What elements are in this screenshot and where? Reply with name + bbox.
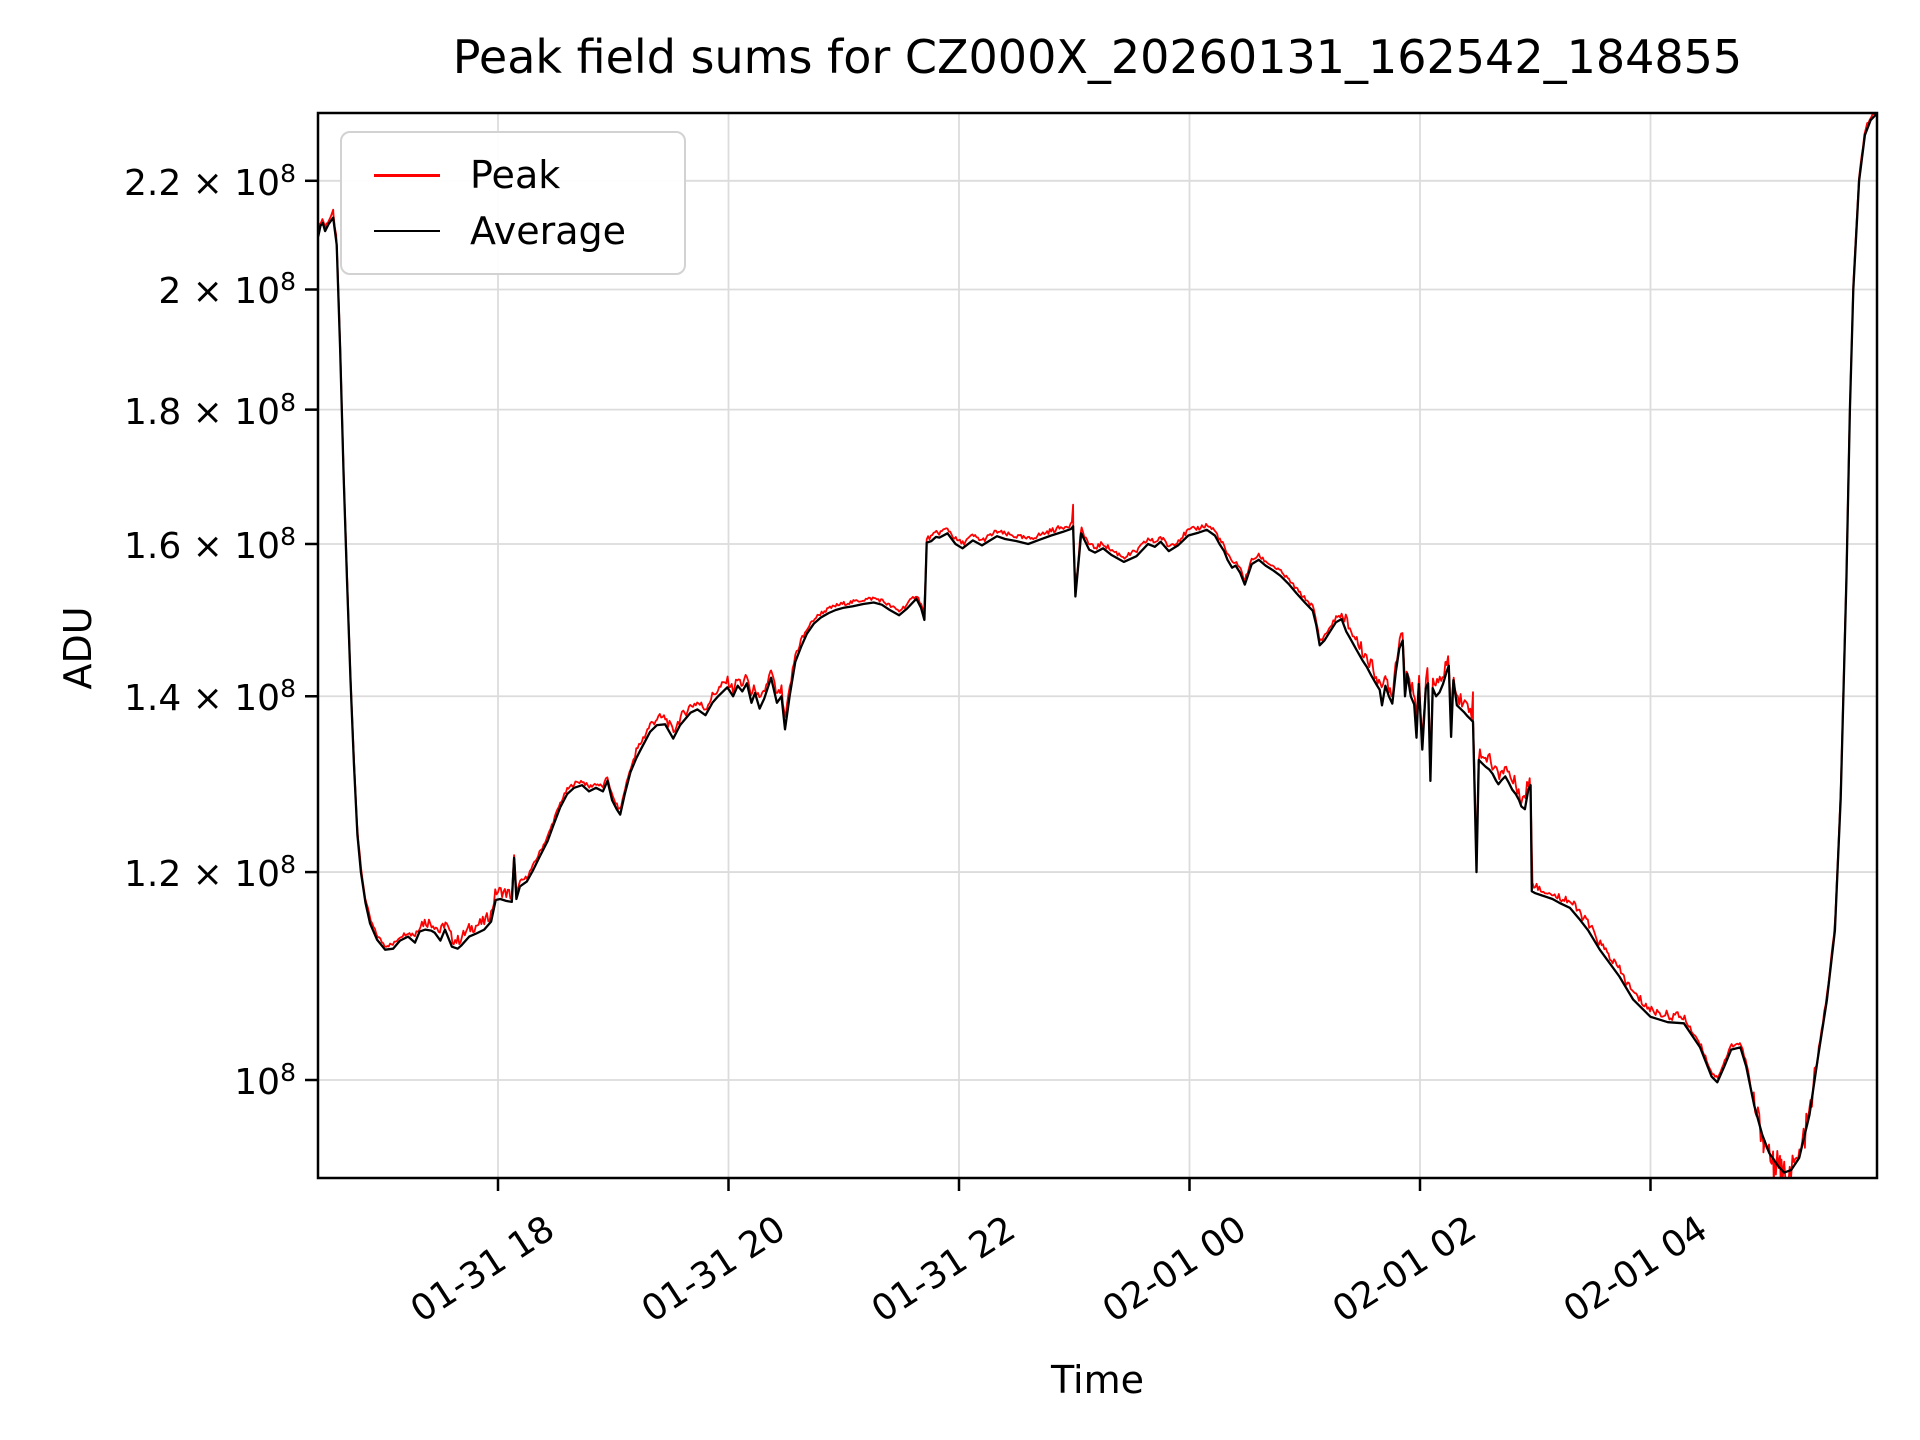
peak-line-sample [374, 173, 440, 177]
legend: Peak Average [340, 131, 686, 275]
y-tick-label: 1.4 × 108 [123, 674, 296, 720]
legend-label-average: Average [470, 209, 627, 253]
axes-frame [316, 111, 1879, 1180]
tick-marks [305, 179, 1652, 1191]
legend-label-peak: Peak [470, 153, 561, 197]
data-curves [318, 113, 1877, 1178]
legend-item-peak: Peak [352, 147, 674, 203]
y-tick-label: 2 × 108 [158, 267, 296, 313]
y-tick-label: 1.8 × 108 [123, 387, 296, 433]
x-axis-label: Time [1051, 1358, 1144, 1402]
y-tick-label: 108 [234, 1058, 296, 1103]
peak-series-line [318, 113, 1876, 1178]
y-axis-label: ADU [56, 606, 100, 690]
legend-item-average: Average [352, 203, 674, 259]
average-line-sample [374, 230, 440, 232]
gridlines [318, 113, 1877, 1178]
y-tick-label: 2.2 × 108 [123, 158, 296, 204]
average-series-line [318, 113, 1877, 1174]
y-tick-label: 1.6 × 108 [123, 521, 296, 567]
chart-title: Peak field sums for CZ000X_20260131_1625… [452, 30, 1743, 84]
y-tick-label: 1.2 × 108 [123, 850, 296, 896]
